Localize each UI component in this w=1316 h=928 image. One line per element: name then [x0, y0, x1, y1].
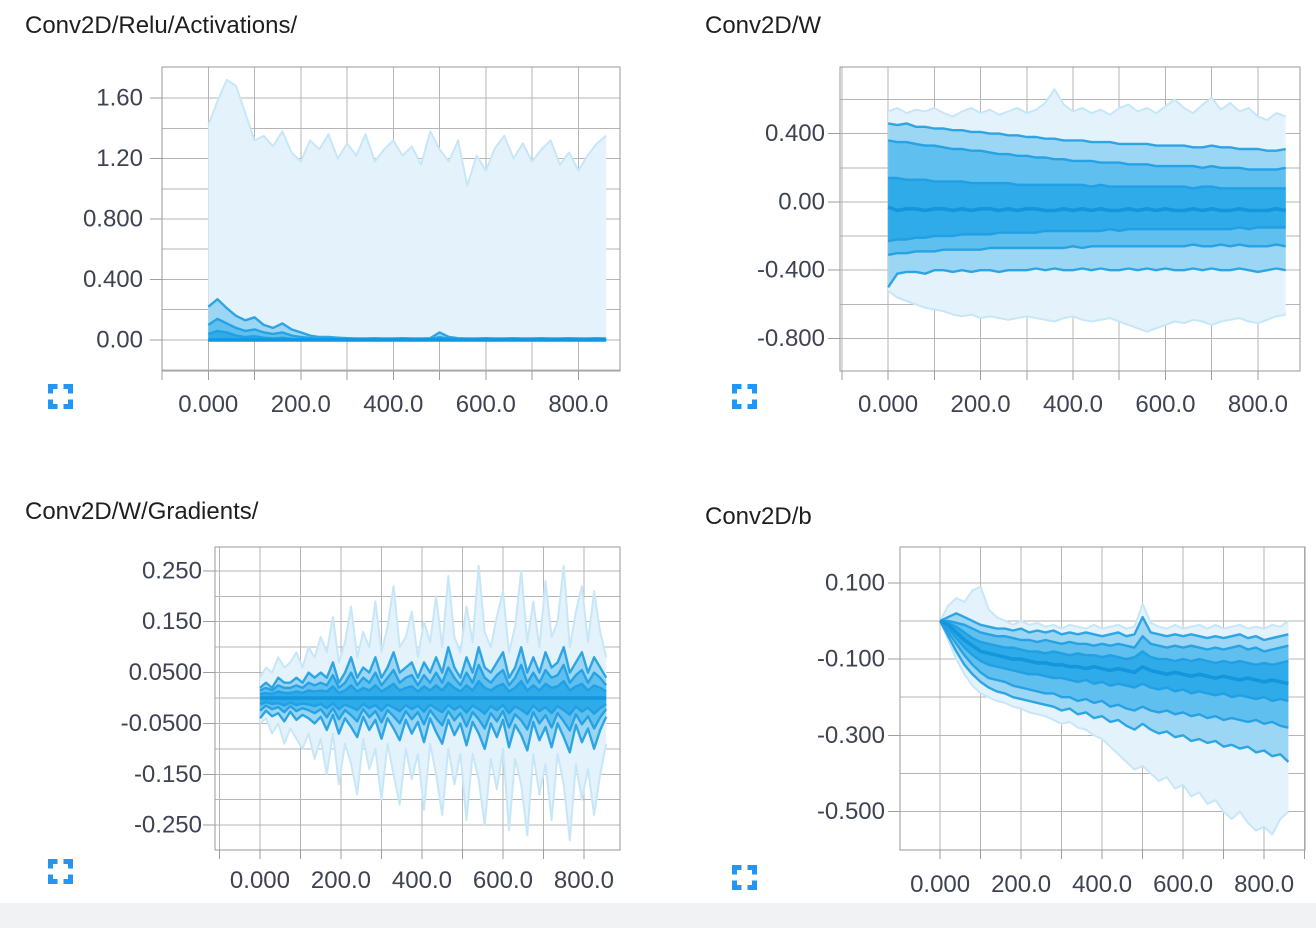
svg-text:0.250: 0.250 — [142, 557, 202, 584]
svg-text:-0.500: -0.500 — [817, 798, 885, 825]
svg-text:0.000: 0.000 — [858, 391, 918, 418]
next-card-row-edge — [0, 903, 1316, 928]
svg-text:400.0: 400.0 — [1072, 871, 1132, 898]
svg-text:-0.800: -0.800 — [757, 325, 825, 352]
chart-title-b: Conv2D/b — [705, 503, 812, 530]
svg-text:0.00: 0.00 — [778, 188, 825, 215]
expand-chart-button-w[interactable] — [730, 382, 759, 411]
svg-text:600.0: 600.0 — [1135, 391, 1195, 418]
svg-text:400.0: 400.0 — [392, 867, 452, 894]
distribution-plot-b: 0.000 200.0 400.0 600.0 800.0 0.100 -0.100 -0.3… — [817, 546, 1306, 898]
svg-text:0.000: 0.000 — [910, 871, 970, 898]
expand-icon — [732, 384, 757, 409]
expand-chart-button-activations[interactable] — [46, 382, 75, 411]
svg-text:800.0: 800.0 — [548, 391, 608, 418]
svg-text:800.0: 800.0 — [1228, 391, 1288, 418]
distribution-plot-w-gradients: 0.000 200.0 400.0 600.0 800.0 0.250 0.150 0.050… — [121, 546, 621, 894]
svg-text:-0.150: -0.150 — [134, 761, 202, 788]
svg-text:0.000: 0.000 — [230, 867, 290, 894]
expand-chart-button-w-gradients[interactable] — [46, 857, 75, 886]
svg-text:-0.300: -0.300 — [817, 722, 885, 749]
svg-text:800.0: 800.0 — [554, 867, 614, 894]
distribution-plot-activations: 0.000 200.0 400.0 600.0 800.0 1.60 1.20 0.800 0.… — [83, 66, 621, 418]
svg-text:1.60: 1.60 — [96, 85, 143, 112]
svg-text:600.0: 600.0 — [456, 391, 516, 418]
expand-chart-button-b[interactable] — [730, 863, 759, 892]
svg-text:200.0: 200.0 — [951, 391, 1011, 418]
svg-text:800.0: 800.0 — [1234, 871, 1294, 898]
svg-text:400.0: 400.0 — [363, 391, 423, 418]
svg-text:0.00: 0.00 — [96, 326, 143, 353]
svg-text:1.20: 1.20 — [96, 145, 143, 172]
svg-text:0.100: 0.100 — [825, 569, 885, 596]
expand-icon — [732, 865, 757, 890]
svg-text:200.0: 200.0 — [991, 871, 1051, 898]
expand-icon — [48, 384, 73, 409]
svg-text:600.0: 600.0 — [1153, 871, 1213, 898]
svg-text:400.0: 400.0 — [1043, 391, 1103, 418]
chart-title-w-gradients: Conv2D/W/Gradients/ — [25, 498, 259, 525]
svg-text:0.000: 0.000 — [178, 391, 238, 418]
expand-icon — [48, 859, 73, 884]
svg-text:-0.0500: -0.0500 — [121, 710, 202, 737]
chart-title-activations: Conv2D/Relu/Activations/ — [25, 12, 298, 39]
svg-text:-0.250: -0.250 — [134, 812, 202, 839]
svg-text:200.0: 200.0 — [311, 867, 371, 894]
svg-text:600.0: 600.0 — [473, 867, 533, 894]
svg-text:0.800: 0.800 — [83, 206, 143, 233]
svg-text:0.0500: 0.0500 — [129, 659, 202, 686]
svg-text:0.400: 0.400 — [83, 266, 143, 293]
svg-text:0.400: 0.400 — [765, 120, 825, 147]
svg-text:-0.100: -0.100 — [817, 646, 885, 673]
svg-text:0.150: 0.150 — [142, 608, 202, 635]
chart-title-w: Conv2D/W — [705, 12, 822, 39]
svg-text:200.0: 200.0 — [271, 391, 331, 418]
svg-text:-0.400: -0.400 — [757, 257, 825, 284]
distribution-plot-w: 0.000 200.0 400.0 600.0 800.0 0.400 0.00 -0.400… — [757, 66, 1301, 418]
